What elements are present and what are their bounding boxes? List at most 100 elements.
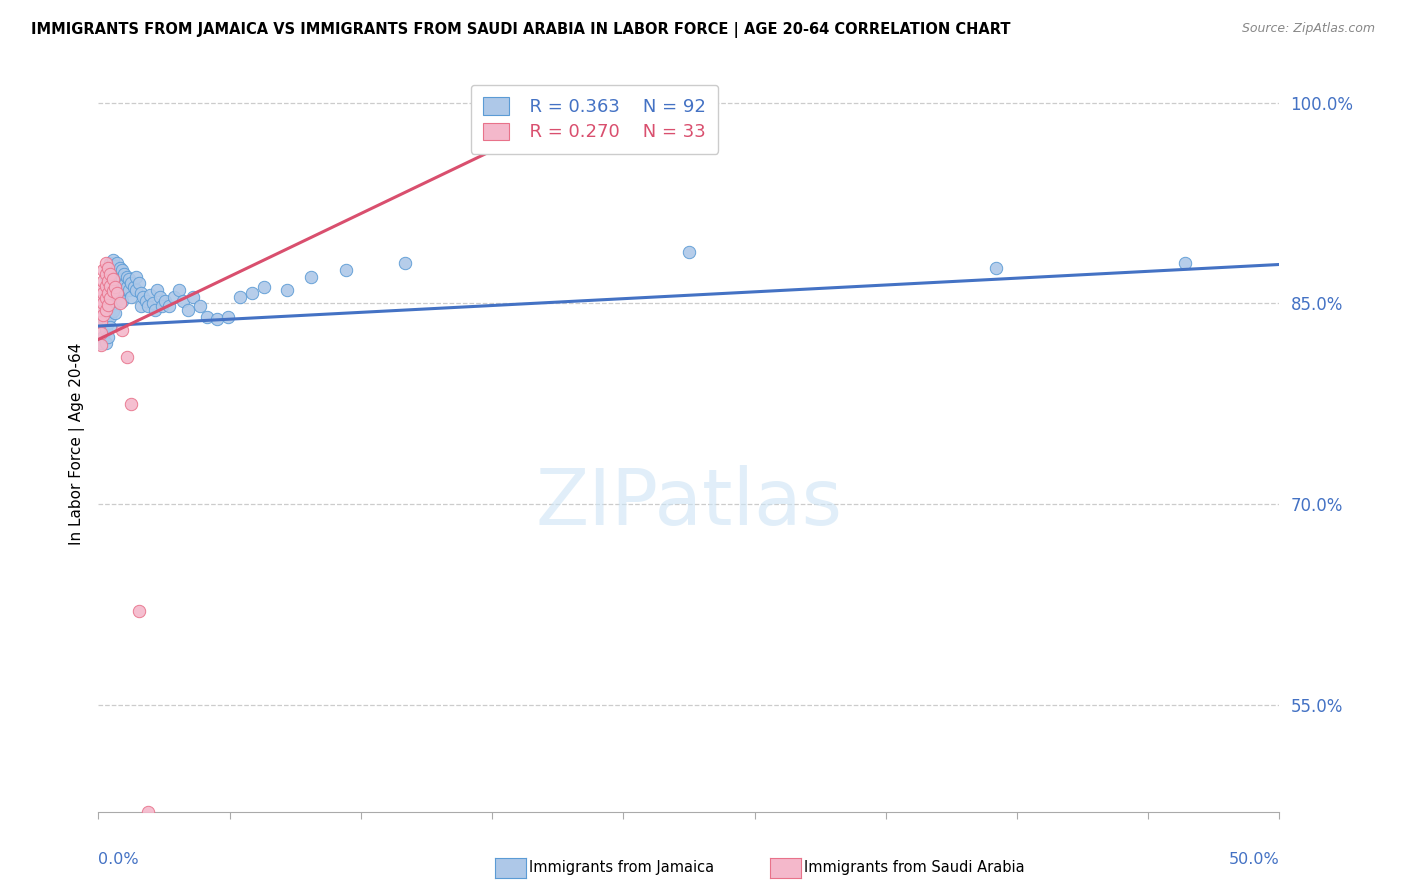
Point [115,280,138,294]
Point [195,310,218,324]
Point [98,256,121,270]
Point [121,289,143,303]
Point [90,326,112,340]
Point [98,278,121,293]
Point [111,283,134,297]
Point [240,285,263,300]
Point [101,272,124,286]
Point [97,329,120,343]
Point [129,299,152,313]
Point [136,299,159,313]
Point [101,283,124,297]
Point [101,253,124,268]
Point [112,267,135,281]
Point [104,280,127,294]
Point [108,270,131,285]
Point [163,289,186,303]
Point [108,296,131,310]
Point [108,261,131,276]
Point [181,289,204,303]
Point [105,256,128,270]
Point [101,293,124,308]
Point [394,256,416,270]
Point [105,277,128,292]
Point [101,262,124,277]
Point [105,267,128,281]
Point [139,288,162,302]
Point [146,283,169,297]
Point [90,304,112,318]
Point [167,283,190,297]
Point [150,299,173,313]
Point [172,293,194,308]
Point [108,280,131,294]
Point [97,285,120,300]
Point [101,272,124,286]
Point [91,309,114,323]
Point [108,291,131,305]
Point [101,304,124,318]
Point [90,293,112,308]
Point [91,289,114,303]
Point [104,305,127,319]
Point [91,262,114,277]
Point [104,259,127,273]
Point [90,337,112,351]
Point [97,296,120,310]
Point [94,269,117,284]
Point [97,262,120,277]
Point [104,296,127,310]
Point [1174,256,1197,270]
Point [118,283,141,297]
Text: IMMIGRANTS FROM JAMAICA VS IMMIGRANTS FROM SAUDI ARABIA IN LABOR FORCE | AGE 20-: IMMIGRANTS FROM JAMAICA VS IMMIGRANTS FR… [31,22,1011,38]
Point [678,245,700,260]
Point [104,267,127,281]
Point [91,285,114,300]
Point [177,302,200,317]
Point [105,285,128,300]
Point [97,276,120,290]
Point [94,256,117,270]
Point [94,291,117,305]
Point [94,289,117,303]
Point [98,280,121,294]
Point [149,289,172,303]
Point [111,293,134,308]
Point [104,285,127,300]
Point [157,299,180,313]
Point [253,280,276,294]
Point [153,293,176,308]
Point [111,323,134,337]
Point [90,310,112,324]
Text: Immigrants from Jamaica: Immigrants from Jamaica [529,861,714,875]
Point [135,293,157,308]
Point [188,299,211,313]
Point [143,302,166,317]
Point [111,262,134,277]
Point [205,312,228,326]
Point [335,262,357,277]
Text: 0.0%: 0.0% [98,852,139,867]
Point [217,310,239,324]
Point [104,276,127,290]
Point [97,305,120,319]
Point [121,276,143,290]
Point [98,289,121,303]
Point [94,302,117,317]
Point [125,283,148,297]
Point [91,310,114,324]
Point [94,278,117,293]
Point [98,299,121,313]
Point [121,396,143,410]
Y-axis label: In Labor Force | Age 20-64: In Labor Force | Age 20-64 [69,343,84,545]
Point [98,267,121,281]
Point [90,315,112,329]
Point [90,283,112,297]
Text: Source: ZipAtlas.com: Source: ZipAtlas.com [1241,22,1375,36]
Point [97,273,120,287]
Point [98,291,121,305]
Point [97,261,120,276]
Point [118,272,141,286]
Legend:   R = 0.363    N = 92,   R = 0.270    N = 33: R = 0.363 N = 92, R = 0.270 N = 33 [471,85,718,154]
Point [94,302,117,317]
